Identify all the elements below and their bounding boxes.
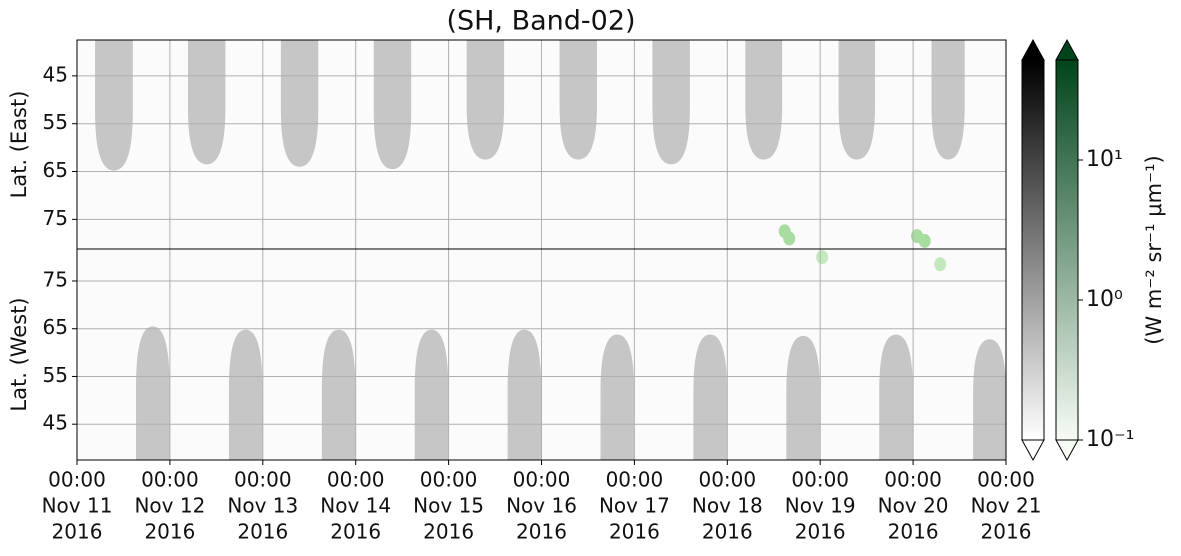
x-tick-label: 2016 (423, 520, 474, 544)
radiance-patch (918, 233, 931, 248)
colorbar-extend-min (1021, 439, 1045, 462)
x-tick-label: 00:00 (791, 468, 849, 492)
x-tick-label: 00:00 (606, 468, 664, 492)
colorbar-tick-label: 10¹ (1086, 147, 1123, 172)
colorbar-label: (W m⁻² sr⁻¹ μm⁻¹) (1142, 155, 1166, 345)
daylight-lobe (228, 329, 263, 460)
x-tick-label: 00:00 (884, 468, 942, 492)
y-tick-label: 65 (43, 315, 68, 339)
daylight-lobe (280, 40, 319, 167)
x-tick-label: Nov 19 (785, 494, 856, 518)
y-tick-label: 75 (43, 267, 68, 291)
y-tick-label: 75 (43, 206, 68, 230)
daylight-lobe (321, 329, 356, 460)
x-tick-label: 00:00 (48, 468, 106, 492)
daylight-lobe (600, 334, 635, 460)
x-tick-label: 2016 (144, 520, 195, 544)
x-tick-label: 00:00 (977, 468, 1035, 492)
x-tick-label: 2016 (609, 520, 660, 544)
x-tick-label: 2016 (702, 520, 753, 544)
colorbar-tick-label: 10⁰ (1086, 287, 1123, 312)
radiance-patch (783, 231, 796, 246)
x-tick-label: Nov 13 (227, 494, 298, 518)
x-tick-label: 2016 (237, 520, 288, 544)
colorbar (1055, 59, 1079, 441)
colorbar (1021, 59, 1045, 441)
daylight-lobe (414, 329, 449, 460)
x-tick-label: 00:00 (513, 468, 571, 492)
y-tick-label: 45 (43, 411, 68, 435)
daylight-lobe (745, 40, 783, 160)
x-tick-label: 00:00 (420, 468, 478, 492)
x-tick-label: 2016 (795, 520, 846, 544)
daylight-lobe (879, 334, 913, 460)
chart-title: (SH, Band-02) (446, 6, 635, 37)
x-tick-label: 2016 (330, 520, 381, 544)
y-tick-label: 55 (43, 363, 68, 387)
x-tick-label: Nov 21 (971, 494, 1042, 518)
daylight-lobe (931, 40, 965, 160)
x-tick-label: 2016 (981, 520, 1032, 544)
x-tick-label: 00:00 (327, 468, 385, 492)
daylight-lobe (786, 335, 820, 460)
colorbar-tick-label: 10⁻¹ (1086, 427, 1134, 452)
y-tick-label: 65 (43, 158, 68, 182)
daylight-lobe (507, 329, 542, 460)
x-tick-label: Nov 12 (134, 494, 205, 518)
colorbar-extend-max (1021, 38, 1045, 61)
daylight-lobe (466, 40, 505, 160)
daylight-lobe (973, 339, 1006, 460)
daylight-lobe (95, 40, 133, 171)
x-tick-label: Nov 17 (599, 494, 670, 518)
y-tick-label: 55 (43, 110, 68, 134)
x-tick-label: 2016 (516, 520, 567, 544)
colorbar-extend-max (1055, 38, 1079, 61)
x-tick-label: Nov 20 (878, 494, 949, 518)
daylight-lobe (136, 326, 170, 460)
x-tick-label: 2016 (888, 520, 939, 544)
x-tick-label: 2016 (52, 520, 103, 544)
daylight-lobe (693, 334, 727, 460)
daylight-lobe (652, 40, 690, 165)
y-axis-label: Lat. (East) (7, 91, 31, 199)
x-tick-label: 00:00 (141, 468, 199, 492)
daylight-lobe (559, 40, 597, 160)
y-tick-label: 45 (43, 62, 68, 86)
daylight-lobe (187, 40, 226, 165)
y-axis-label: Lat. (West) (7, 297, 31, 411)
x-tick-label: Nov 11 (42, 494, 113, 518)
radiance-patch (816, 250, 829, 265)
x-tick-label: 00:00 (234, 468, 292, 492)
colorbar-extend-min (1055, 439, 1079, 462)
daylight-lobe (838, 40, 876, 160)
x-tick-label: 00:00 (698, 468, 756, 492)
x-tick-label: Nov 16 (506, 494, 577, 518)
x-tick-label: Nov 18 (692, 494, 763, 518)
x-tick-label: Nov 14 (320, 494, 391, 518)
x-tick-label: Nov 15 (413, 494, 484, 518)
radiance-patch (934, 257, 947, 272)
daylight-lobe (373, 40, 412, 170)
